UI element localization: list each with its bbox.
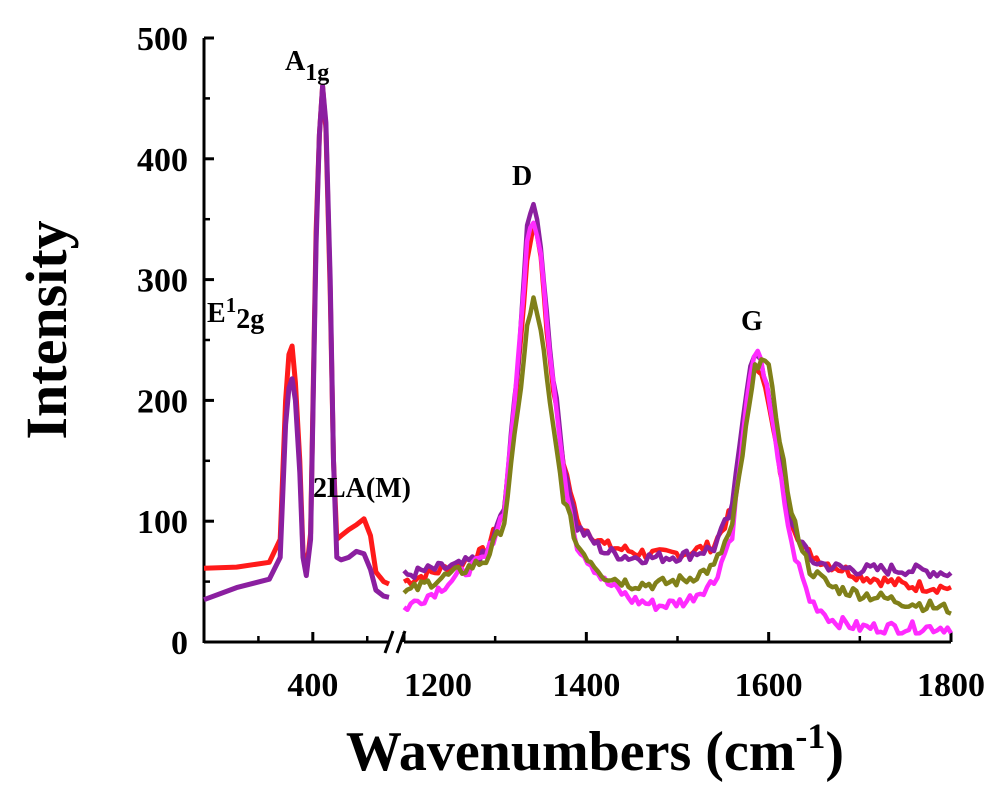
y-tick-label-500: 500 — [137, 21, 188, 58]
x-tick-label-1600: 1600 — [735, 667, 803, 704]
annotation-d: D — [512, 161, 532, 192]
x-tick-label-400: 400 — [287, 667, 338, 704]
series-1-right-line — [402, 201, 953, 581]
y-ticks: 0 100 200 300 400 500 — [137, 21, 214, 662]
y-tick-label-100: 100 — [137, 504, 188, 541]
x-ticks: 400 1200 1400 1600 1800 — [257, 632, 985, 704]
y-tick-label-0: 0 — [171, 625, 188, 662]
series-3-right-line — [402, 295, 952, 616]
axis-break-marker — [383, 630, 407, 654]
series-0-right-line — [402, 223, 952, 595]
y-tick-label-400: 400 — [137, 142, 188, 179]
x-tick-label-1800: 1800 — [917, 667, 985, 704]
annotation-g: G — [741, 306, 763, 337]
series-2-right-line — [402, 220, 953, 636]
y-tick-label-300: 300 — [137, 263, 188, 300]
x-axis-title: Wavenumbers (cm-1) — [346, 716, 844, 783]
annotation-a1g: A1g — [285, 46, 329, 86]
peak-annotations: E12g A1g 2LA(M) D G — [207, 46, 763, 504]
x-tick-label-1400: 1400 — [552, 667, 620, 704]
annotation-e2g: E12g — [207, 293, 264, 335]
series-0-left-line — [203, 83, 391, 587]
series-1-left-line — [203, 83, 390, 603]
annotation-2la: 2LA(M) — [313, 473, 411, 504]
y-tick-label-200: 200 — [137, 383, 188, 420]
x-tick-label-1200: 1200 — [404, 667, 472, 704]
series-layer — [203, 83, 953, 636]
y-axis-title: Intensity — [14, 220, 79, 439]
